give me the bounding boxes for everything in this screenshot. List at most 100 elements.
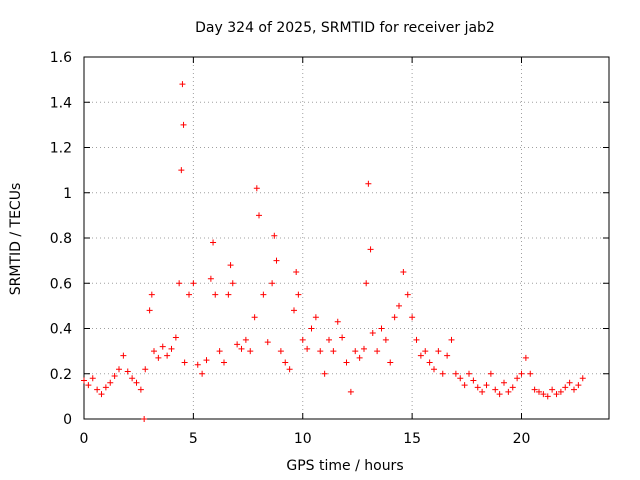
data-point xyxy=(286,366,293,373)
data-point xyxy=(361,345,367,352)
data-point xyxy=(116,366,122,373)
data-point xyxy=(448,336,455,343)
data-point xyxy=(326,336,332,343)
data-point xyxy=(339,334,346,341)
data-point xyxy=(409,314,416,321)
x-tick-label: 0 xyxy=(80,431,89,447)
tick-layer: 0 0.2 0.4 0.6 0.8 1 1.2 1.4 1.6 0 5 10 15 20 xyxy=(50,50,609,447)
data-point xyxy=(172,334,179,341)
data-points xyxy=(81,81,586,422)
data-point xyxy=(253,185,260,192)
data-point xyxy=(396,302,402,309)
data-point xyxy=(367,246,374,253)
y-tick-label: 0.2 xyxy=(50,367,72,383)
data-point xyxy=(457,375,464,382)
data-point xyxy=(124,368,131,375)
data-point xyxy=(194,361,201,368)
data-point xyxy=(155,354,162,361)
data-point xyxy=(321,370,328,377)
data-point xyxy=(330,348,337,355)
data-point xyxy=(404,291,411,298)
data-point xyxy=(304,345,311,352)
data-point xyxy=(251,314,258,321)
data-point xyxy=(347,388,354,395)
data-point xyxy=(225,291,232,298)
data-point xyxy=(413,336,420,343)
data-point xyxy=(176,280,183,287)
y-tick-label: 1.4 xyxy=(50,95,72,111)
data-point xyxy=(431,366,437,373)
data-point xyxy=(312,314,319,321)
data-point xyxy=(461,382,468,389)
data-point xyxy=(369,330,376,337)
data-point xyxy=(207,275,214,282)
data-point xyxy=(142,366,149,373)
data-point xyxy=(505,388,512,395)
y-tick-label: 1 xyxy=(63,186,72,202)
data-point xyxy=(120,352,127,359)
data-point xyxy=(356,354,363,361)
data-point xyxy=(98,391,105,398)
data-point xyxy=(527,370,534,377)
y-tick-label: 1.2 xyxy=(50,141,72,157)
data-point xyxy=(363,280,370,287)
data-point xyxy=(168,345,175,352)
data-point xyxy=(562,384,569,391)
data-point xyxy=(180,121,187,128)
data-point xyxy=(466,370,472,377)
data-point xyxy=(210,239,217,246)
data-point xyxy=(186,291,192,298)
data-point xyxy=(203,357,210,364)
data-point xyxy=(518,370,525,377)
data-point xyxy=(85,382,92,389)
data-point xyxy=(474,384,481,391)
data-point xyxy=(146,307,153,314)
data-point xyxy=(452,370,459,377)
data-point xyxy=(238,345,245,352)
data-point xyxy=(107,379,114,386)
data-point xyxy=(148,291,155,298)
y-tick-label: 1.6 xyxy=(50,50,72,66)
data-point xyxy=(387,359,394,366)
y-tick-label: 0.4 xyxy=(50,322,72,338)
data-point xyxy=(295,291,302,298)
data-point xyxy=(260,291,267,298)
data-point xyxy=(422,348,429,355)
data-point xyxy=(417,352,424,359)
data-point xyxy=(531,386,538,393)
data-point xyxy=(141,416,148,422)
data-point xyxy=(293,268,300,275)
data-point xyxy=(382,336,389,343)
data-point xyxy=(212,291,219,298)
data-point xyxy=(492,386,499,393)
data-point xyxy=(553,391,560,398)
data-point xyxy=(540,391,547,398)
data-point xyxy=(291,307,297,314)
data-point xyxy=(234,341,241,348)
data-point xyxy=(242,336,249,343)
data-point xyxy=(536,388,542,395)
data-point xyxy=(365,180,372,187)
data-point xyxy=(102,384,109,391)
data-point xyxy=(227,262,234,269)
data-point xyxy=(352,348,359,355)
y-tick-label: 0 xyxy=(63,412,72,428)
data-point xyxy=(111,373,118,380)
y-tick-label: 0.6 xyxy=(50,276,72,292)
data-point xyxy=(479,388,486,395)
x-tick-label: 5 xyxy=(189,431,198,447)
data-point xyxy=(199,370,206,377)
data-point xyxy=(308,325,315,332)
data-point xyxy=(256,212,262,219)
data-point xyxy=(566,379,573,386)
data-point xyxy=(271,232,278,239)
data-point xyxy=(391,314,398,321)
data-point xyxy=(378,325,385,332)
grid-layer xyxy=(84,57,609,419)
data-point xyxy=(514,375,521,382)
data-point xyxy=(509,384,516,391)
x-tick-label: 20 xyxy=(513,431,531,447)
data-point xyxy=(575,382,582,389)
